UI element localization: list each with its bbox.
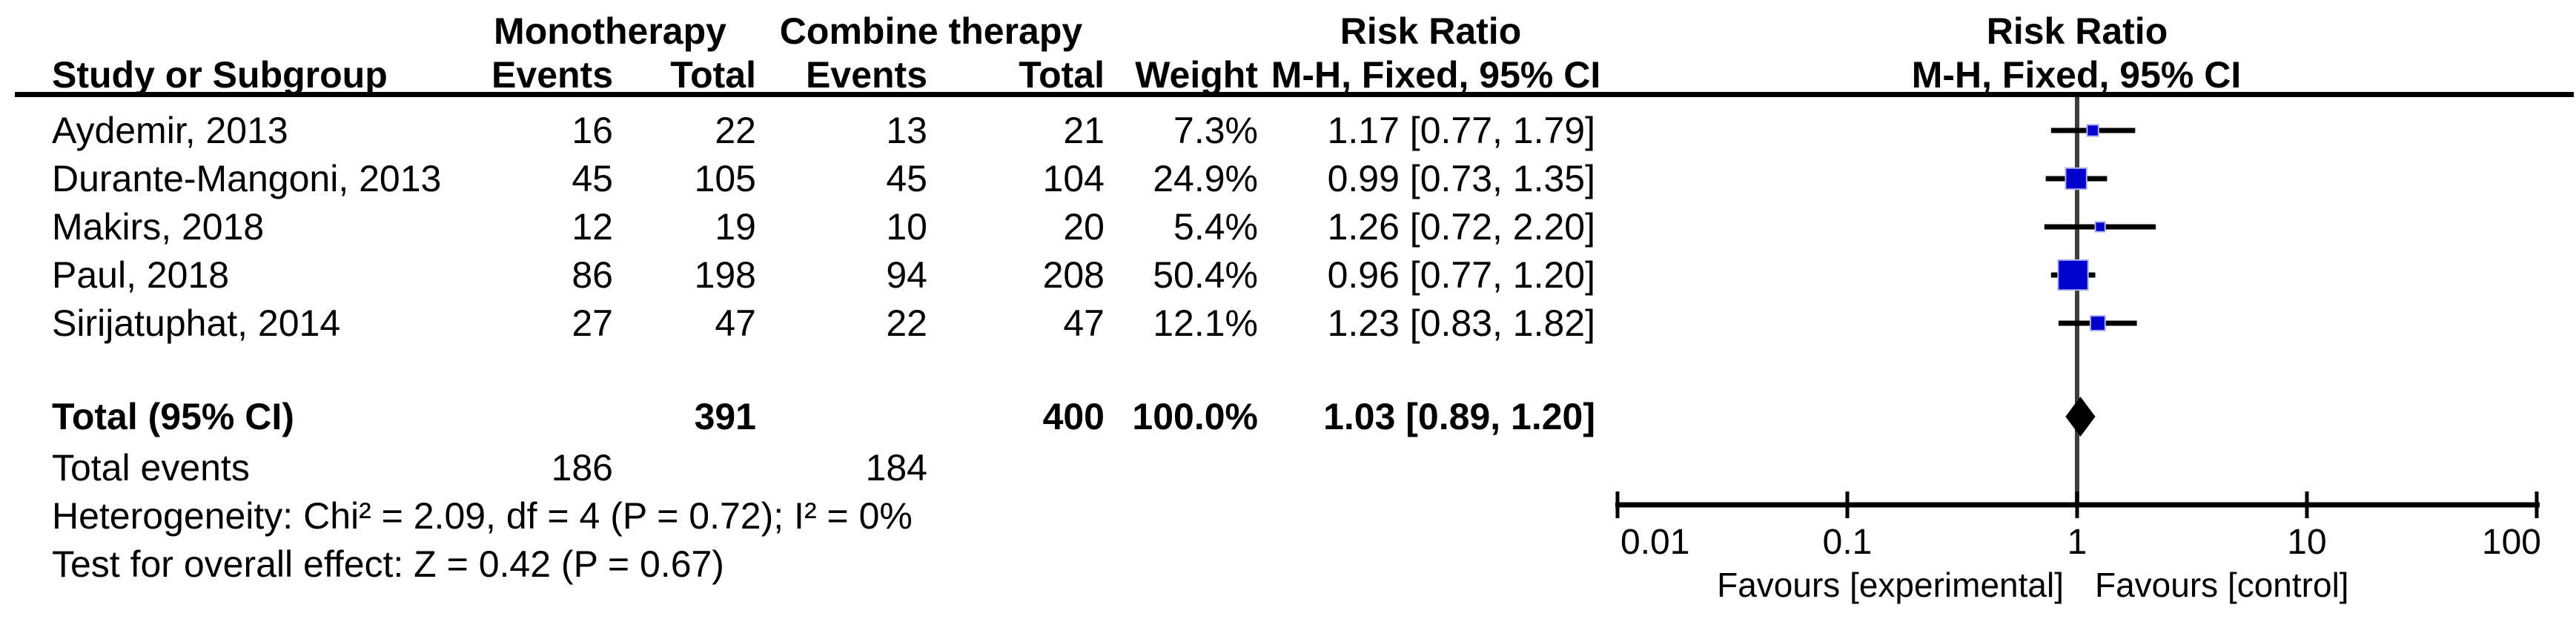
plot-subtitle: M-H, Fixed, 95% CI <box>1911 54 2242 96</box>
table-header-row: Study or Subgroup Events Total Events To… <box>0 51 2576 99</box>
comb-events: 45 <box>886 158 927 199</box>
effect-square <box>2086 124 2099 137</box>
heterogeneity-text: Heterogeneity: Chi² = 2.09, df = 4 (P = … <box>52 495 913 537</box>
table-row: Paul, 2018 86 198 94 208 50.4% 0.96 [0.7… <box>0 251 2576 299</box>
axis-tick-label: 100 <box>2482 523 2541 562</box>
mono-events: 45 <box>572 158 613 199</box>
weight-value: 7.3% <box>1173 110 1258 151</box>
table-row: Durante-Mangoni, 2013 45 105 45 104 24.9… <box>0 155 2576 202</box>
total-label: Total (95% CI) <box>52 396 294 437</box>
total-comb-total: 400 <box>1042 396 1105 437</box>
header-weight: Weight <box>1135 54 1258 96</box>
effect-square <box>2094 221 2106 233</box>
mono-total: 47 <box>715 302 756 344</box>
overall-effect-text: Test for overall effect: Z = 0.42 (P = 0… <box>52 543 724 585</box>
mono-events: 27 <box>572 302 613 344</box>
header-ci-method: M-H, Fixed, 95% CI <box>1271 54 1601 96</box>
study-label: Paul, 2018 <box>52 254 230 296</box>
comb-total: 47 <box>1063 302 1105 344</box>
header-rule <box>15 92 2574 97</box>
total-events-row: Total events 186 184 <box>0 444 2576 491</box>
favours-right-label: Favours [control] <box>2095 566 2349 604</box>
total-events-label: Total events <box>52 447 250 489</box>
mono-events: 16 <box>572 110 613 151</box>
mono-total: 22 <box>715 110 756 151</box>
risk-ratio-plot-title: Risk Ratio <box>1986 10 2168 52</box>
study-label: Aydemir, 2013 <box>52 110 288 151</box>
ci-text: 0.99 [0.73, 1.35] <box>1327 158 1595 199</box>
mono-events: 12 <box>572 206 613 248</box>
total-weight: 100.0% <box>1132 396 1258 437</box>
comb-events: 13 <box>886 110 927 151</box>
table-row: Sirijatuphat, 2014 27 47 22 47 12.1% 1.2… <box>0 299 2576 347</box>
mono-events: 86 <box>572 254 613 296</box>
comb-total: 20 <box>1063 206 1105 248</box>
axis-tick-label: 1 <box>2067 523 2087 562</box>
total-mono-total: 391 <box>694 396 756 437</box>
favours-left-label: Favours [experimental] <box>1717 566 2064 604</box>
header-mono-total: Total <box>670 54 756 96</box>
study-label: Makirs, 2018 <box>52 206 265 248</box>
effect-square <box>2089 315 2106 331</box>
header-study: Study or Subgroup <box>52 54 388 96</box>
axis-tick-label: 10 <box>2287 523 2326 562</box>
weight-value: 24.9% <box>1153 158 1258 199</box>
table-row: Aydemir, 2013 16 22 13 21 7.3% 1.17 [0.7… <box>0 107 2576 154</box>
total-events-comb: 184 <box>865 447 927 489</box>
comb-total: 104 <box>1042 158 1105 199</box>
header-comb-events: Events <box>806 54 927 96</box>
comb-total: 21 <box>1063 110 1105 151</box>
comb-events: 94 <box>886 254 927 296</box>
header-comb-total: Total <box>1019 54 1105 96</box>
risk-ratio-column-title: Risk Ratio <box>1340 10 1522 52</box>
ci-text: 1.26 [0.72, 2.20] <box>1327 206 1595 248</box>
study-label: Sirijatuphat, 2014 <box>52 302 341 344</box>
mono-total: 105 <box>694 158 756 199</box>
mono-total: 19 <box>715 206 756 248</box>
column-group-combine-therapy: Combine therapy <box>779 10 1083 52</box>
total-row: Total (95% CI) 391 400 100.0% 1.03 [0.89… <box>0 393 2576 440</box>
ci-text: 1.17 [0.77, 1.79] <box>1327 110 1595 151</box>
study-label: Durante-Mangoni, 2013 <box>52 158 442 199</box>
ci-text: 0.96 [0.77, 1.20] <box>1327 254 1595 296</box>
comb-events: 10 <box>886 206 927 248</box>
axis-tick-label: 0.1 <box>1823 523 1873 562</box>
weight-value: 5.4% <box>1173 206 1258 248</box>
summary-diamond <box>2065 397 2096 437</box>
weight-value: 12.1% <box>1153 302 1258 344</box>
total-events-mono: 186 <box>551 447 613 489</box>
ci-text: 1.23 [0.83, 1.82] <box>1327 302 1595 344</box>
mono-total: 198 <box>694 254 756 296</box>
column-group-monotherapy: Monotherapy <box>494 10 726 52</box>
effect-square <box>2065 167 2087 191</box>
table-row: Makirs, 2018 12 19 10 20 5.4% 1.26 [0.72… <box>0 203 2576 251</box>
total-ci-text: 1.03 [0.89, 1.20] <box>1323 396 1595 437</box>
comb-total: 208 <box>1042 254 1105 296</box>
comb-events: 22 <box>886 302 927 344</box>
axis-tick-label: 0.01 <box>1620 523 1689 562</box>
weight-value: 50.4% <box>1153 254 1258 296</box>
header-mono-events: Events <box>491 54 613 96</box>
effect-square <box>2057 259 2089 291</box>
